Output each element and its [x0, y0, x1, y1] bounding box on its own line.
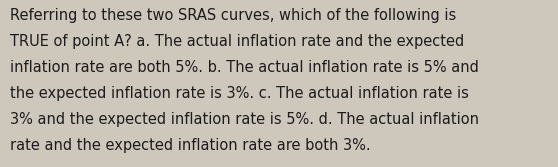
Text: TRUE of point A? a. The actual inflation rate and the expected: TRUE of point A? a. The actual inflation… [10, 34, 464, 49]
Text: rate and the expected inflation rate are both 3%.: rate and the expected inflation rate are… [10, 138, 371, 153]
Text: the expected inflation rate is 3%. c. The actual inflation rate is: the expected inflation rate is 3%. c. Th… [10, 86, 469, 101]
Text: inflation rate are both 5%. b. The actual inflation rate is 5% and: inflation rate are both 5%. b. The actua… [10, 60, 479, 75]
Text: Referring to these two SRAS curves, which of the following is: Referring to these two SRAS curves, whic… [10, 8, 456, 23]
Text: 3% and the expected inflation rate is 5%. d. The actual inflation: 3% and the expected inflation rate is 5%… [10, 112, 479, 127]
